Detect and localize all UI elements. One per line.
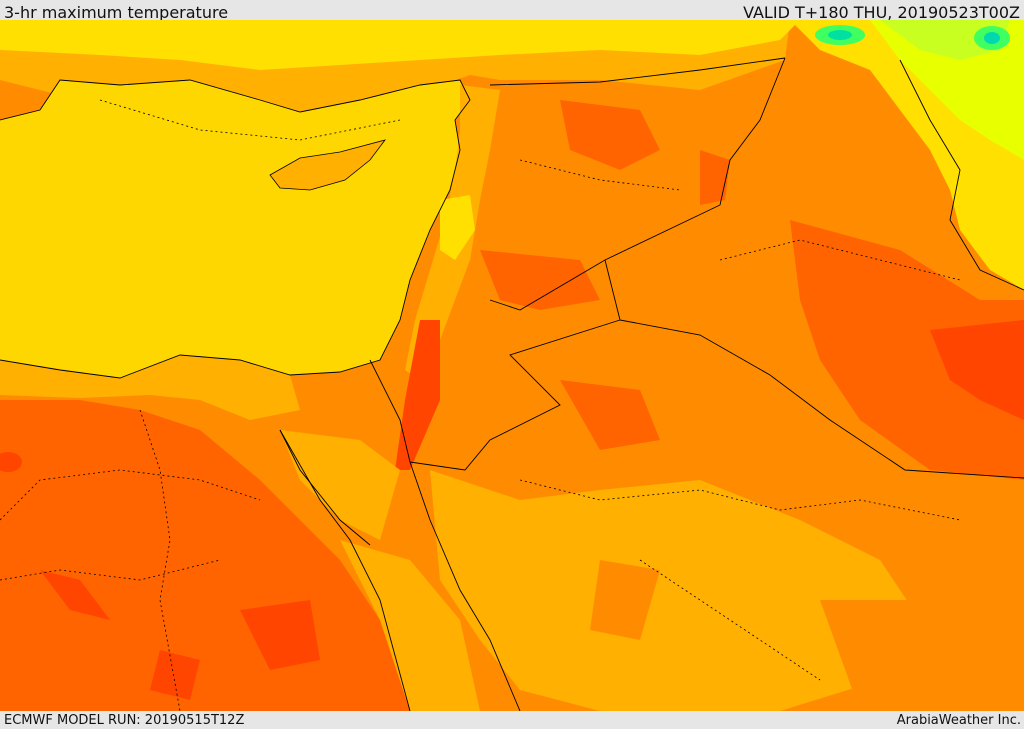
mediterranean-coastline	[0, 79, 471, 379]
southern-iraq-hot-zone	[790, 220, 1024, 480]
red-sea-west-warm	[340, 540, 480, 711]
dotted-boundary-e	[719, 239, 961, 281]
teal-spot-a	[828, 30, 852, 40]
credit-label: ArabiaWeather Inc.	[896, 713, 1021, 728]
northeast-green-patch	[880, 20, 1010, 60]
temperature-map-canvas	[0, 20, 1024, 711]
red-sea-east-coast	[409, 461, 521, 711]
syria-hot-zone	[560, 100, 660, 170]
teal-spot-b	[984, 32, 1000, 44]
egypt-hotspot-c	[150, 650, 200, 700]
israel-egypt-border	[369, 359, 411, 463]
saudi-hot-patch-b	[820, 600, 1024, 711]
dotted-boundary-h	[0, 559, 221, 581]
egypt-north-warm-band	[0, 355, 300, 420]
saudi-hot-patch-c	[560, 380, 660, 450]
red-sea-west-coast	[279, 429, 411, 711]
temperature-map	[0, 20, 1024, 711]
dead-sea-hot-strip	[395, 320, 440, 470]
dotted-boundary-f	[99, 99, 401, 141]
map-borders	[0, 57, 1024, 711]
saudi-interior-warm	[430, 470, 920, 711]
syria-iraq-border	[489, 57, 786, 311]
iraq-hot-zone	[700, 150, 730, 205]
sinai-peninsula	[280, 430, 400, 540]
egypt-hotspot-d	[0, 452, 22, 472]
lebanon-yellow-strip	[440, 195, 475, 260]
basra-hot-zone	[930, 320, 1024, 420]
model-run-label: ECMWF MODEL RUN: 20190515T12Z	[4, 713, 245, 728]
dotted-boundary-g	[519, 159, 681, 191]
jordan-hot-zone	[480, 250, 600, 310]
egypt-hotspot-b	[240, 600, 320, 670]
internal-boundaries	[0, 99, 961, 711]
dotted-boundary-d	[639, 559, 821, 681]
valid-time-label: VALID T+180 THU, 20190523T00Z	[743, 3, 1020, 22]
northeast-yellowgreen-region	[870, 20, 1024, 160]
turkey-yellow-band	[0, 20, 800, 70]
cyprus	[269, 139, 387, 191]
saudi-hot-patch-a	[590, 560, 660, 640]
saudi-iraq-border	[619, 319, 1024, 479]
turkey-syria-border	[489, 57, 786, 86]
map-title: 3-hr maximum temperature	[4, 3, 229, 22]
iraq-iran-border	[899, 59, 1024, 291]
gulf-of-suez	[279, 429, 371, 546]
egypt-hotspot-a	[40, 570, 110, 620]
